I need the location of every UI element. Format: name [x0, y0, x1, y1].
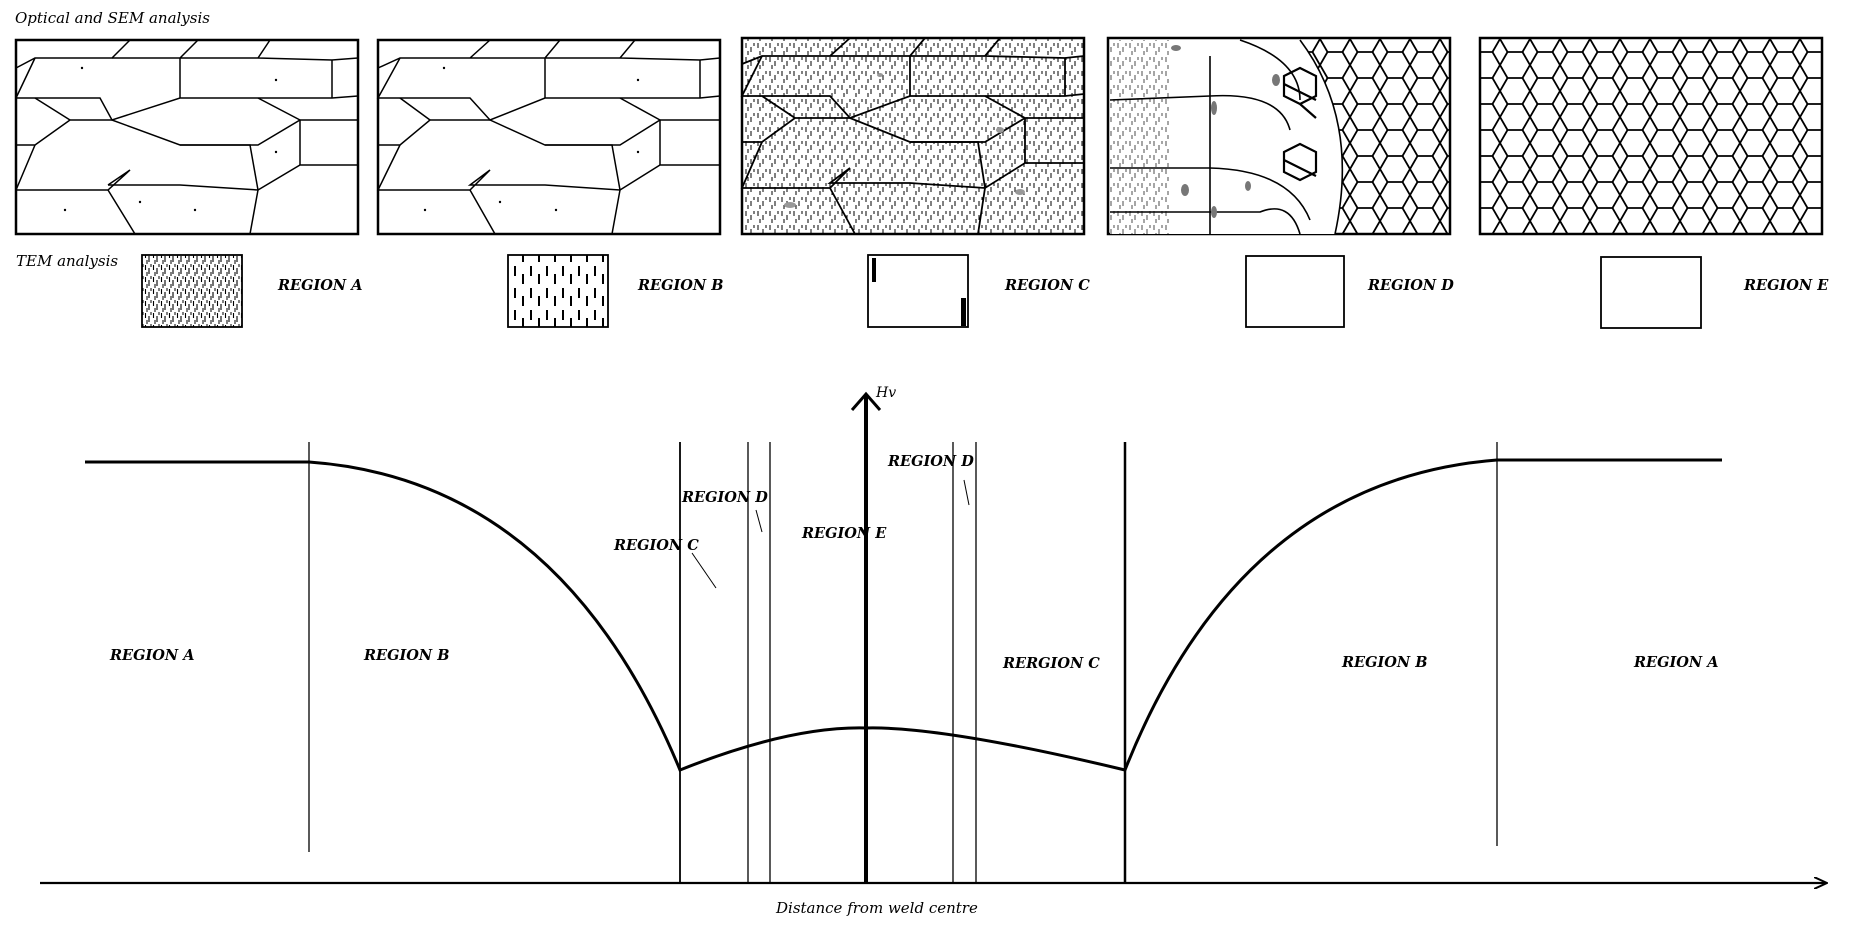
tem-label-region-b: REGION B	[637, 277, 723, 294]
region-boundaries	[308, 442, 1498, 883]
plot-label-right-region-a: REGION A	[1633, 654, 1718, 671]
plot-label-left-region-b: REGION B	[363, 647, 449, 664]
plot-label-left-region-c: REGION C	[613, 537, 699, 554]
tem-thumb-region-e	[1600, 256, 1702, 329]
plot-label-region-e: REGION E	[801, 525, 887, 542]
tem-label-region-d: REGION D	[1367, 277, 1454, 294]
tem-thumb-region-a	[141, 254, 243, 328]
optical-panel-region-d	[1106, 36, 1452, 236]
tem-thumb-region-b	[507, 254, 609, 328]
leader-lines	[691, 479, 970, 589]
optical-panel-region-b	[376, 38, 722, 236]
plot-label-left-region-a: REGION A	[109, 647, 194, 664]
optical-panel-region-a	[14, 38, 360, 236]
optical-sem-heading: Optical and SEM analysis	[15, 9, 210, 27]
optical-panel-region-e	[1478, 36, 1824, 236]
plot-label-right-region-c: RERGION C	[1002, 655, 1100, 672]
tem-thumb-region-c	[867, 254, 969, 328]
hardness-plot: Hv Distance from weld centre REGION A RE…	[40, 385, 1826, 917]
tem-heading: TEM analysis	[16, 252, 118, 270]
tem-label-region-e: REGION E	[1743, 277, 1829, 294]
tem-label-region-a: REGION A	[277, 277, 362, 294]
plot-label-right-region-d: REGION D	[887, 453, 974, 470]
hardness-curve	[85, 458, 1722, 772]
plot-label-left-region-d: REGION D	[681, 489, 768, 506]
y-axis-label: Hv	[875, 385, 896, 401]
tem-thumb-region-d	[1245, 255, 1345, 328]
plot-label-right-region-b: REGION B	[1341, 654, 1427, 671]
optical-panel-region-c	[740, 36, 1086, 236]
y-axis-arrowhead	[850, 391, 882, 411]
x-axis-label: Distance from weld centre	[775, 899, 978, 917]
tem-label-region-c: REGION C	[1004, 277, 1090, 294]
